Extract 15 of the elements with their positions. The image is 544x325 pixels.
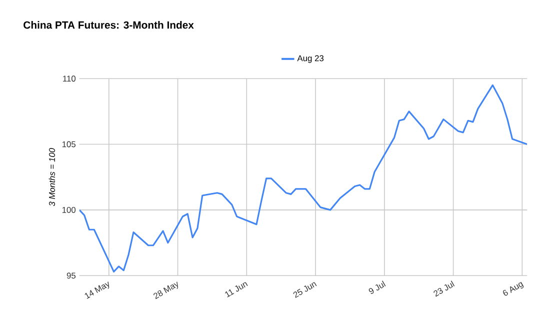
line-series (79, 84, 528, 272)
x-tick-label: 23 Jul (434, 280, 455, 297)
y-tick-label: 105 (62, 141, 76, 148)
y-tick-label: 110 (63, 75, 76, 82)
chart-title: China PTA Futures: 3-Month Index (24, 20, 194, 29)
x-tick-label: 6 Aug (503, 282, 524, 296)
y-tick-label: 100 (62, 206, 76, 213)
x-tick-label: 11 Jun (225, 282, 248, 298)
x-tick-label: 14 May (84, 281, 110, 299)
y-tick-label: 95 (66, 272, 76, 278)
x-tick-label: 9 Jul (368, 280, 386, 294)
y-axis-title: 3 Months = 100 (48, 148, 55, 206)
x-tick-label: 28 May (154, 281, 178, 299)
legend-label: Aug 23 (297, 55, 324, 63)
x-tick-label: 25 Jun (293, 282, 317, 298)
